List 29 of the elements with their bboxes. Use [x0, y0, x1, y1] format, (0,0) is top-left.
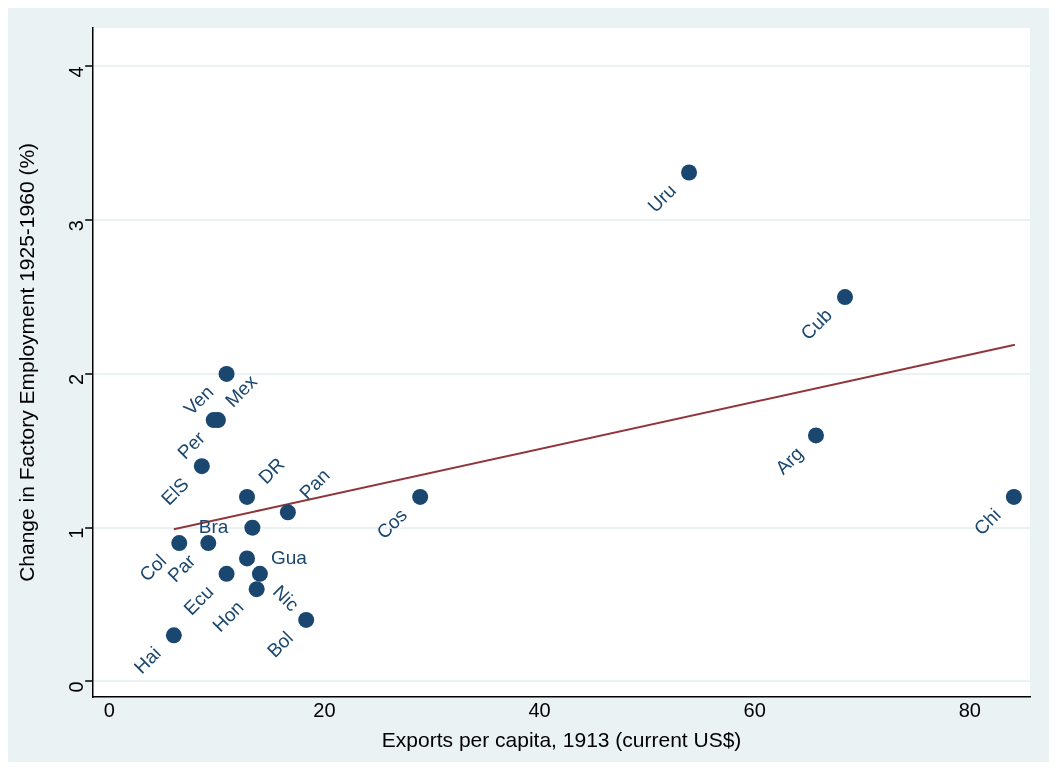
annotation: Per	[173, 426, 210, 464]
annotation: Bra	[198, 515, 229, 537]
y-axis-title: Change in Factory Employment 1925-1960 (%)	[15, 142, 39, 582]
y-tick-label: 4	[64, 66, 87, 78]
annotation: DR	[254, 453, 289, 488]
y-tick-label: 3	[64, 220, 87, 232]
annotation: Bol	[262, 627, 298, 662]
x-tick-label: 80	[958, 699, 981, 722]
annotation: Mex	[220, 370, 262, 412]
annotation: Ven	[179, 381, 218, 420]
annotation: Uru	[643, 179, 681, 217]
y-tick-label: 2	[64, 373, 87, 386]
annotation: Gua	[271, 546, 308, 568]
x-axis-title: Exports per capita, 1913 (current US$)	[381, 728, 742, 752]
annotation: ElS	[157, 473, 193, 510]
annotation: Cos	[372, 504, 412, 543]
y-tick-label: 1	[64, 527, 87, 539]
x-tick-label: 60	[743, 699, 766, 722]
annotation: Cub	[796, 304, 836, 344]
annotation: Nic	[268, 581, 304, 616]
x-tick-label: 0	[103, 699, 115, 722]
annotation: Chi	[969, 504, 1005, 540]
annotation: Hai	[129, 642, 165, 678]
annotation: Arg	[771, 442, 807, 479]
x-tick-label: 40	[528, 699, 551, 722]
annotation: Ecu	[179, 581, 218, 620]
x-tick-label: 20	[313, 699, 336, 722]
y-tick-label: 0	[64, 681, 87, 693]
annotation: Pan	[295, 464, 334, 504]
